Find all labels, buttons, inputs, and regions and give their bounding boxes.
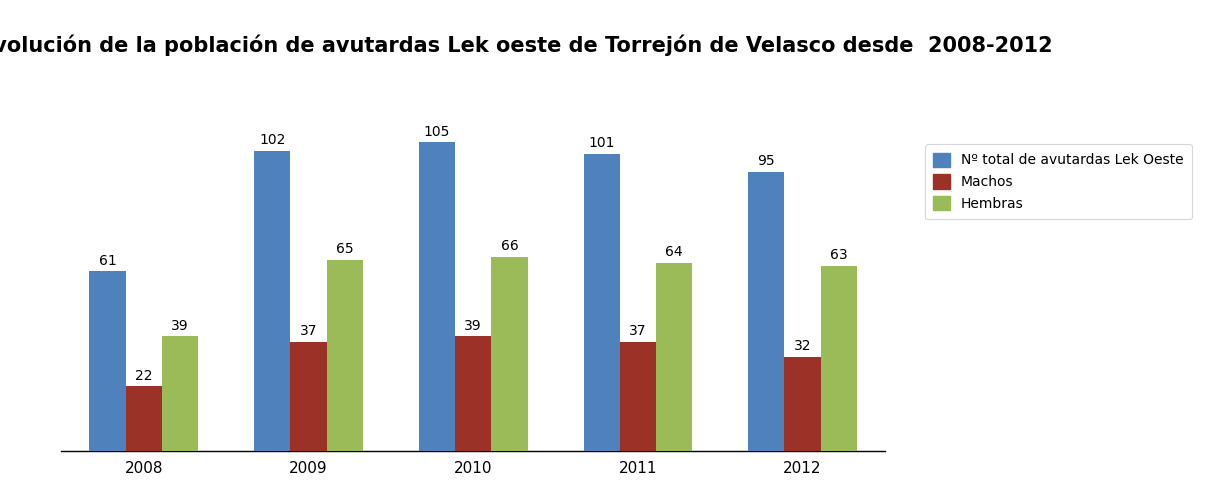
Text: 37: 37: [300, 324, 317, 339]
Bar: [162, 336, 198, 451]
Text: 65: 65: [336, 242, 354, 256]
Bar: [656, 263, 692, 451]
Bar: [784, 357, 821, 451]
Text: 22: 22: [135, 368, 152, 383]
Bar: [419, 142, 455, 451]
Text: 105: 105: [424, 124, 450, 139]
Bar: [619, 342, 656, 451]
Text: 102: 102: [259, 133, 285, 147]
Text: 101: 101: [589, 136, 614, 150]
Bar: [748, 172, 784, 451]
Text: 64: 64: [665, 245, 683, 259]
Text: 61: 61: [98, 254, 117, 268]
Text: 39: 39: [465, 318, 482, 333]
Bar: [492, 257, 527, 451]
Bar: [327, 260, 363, 451]
Bar: [455, 336, 492, 451]
Text: 95: 95: [757, 154, 775, 168]
Bar: [821, 266, 857, 451]
Bar: [90, 271, 125, 451]
Bar: [125, 386, 162, 451]
Legend: Nº total de avutardas Lek Oeste, Machos, Hembras: Nº total de avutardas Lek Oeste, Machos,…: [924, 145, 1192, 220]
Bar: [254, 151, 290, 451]
Text: Evolución de la población de avutardas Lek oeste de Torrejón de Velasco desde  2: Evolución de la población de avutardas L…: [0, 34, 1053, 56]
Text: 32: 32: [794, 339, 811, 353]
Text: 39: 39: [171, 318, 189, 333]
Text: 37: 37: [629, 324, 646, 339]
Bar: [584, 154, 619, 451]
Text: 63: 63: [830, 248, 848, 262]
Bar: [290, 342, 327, 451]
Text: 66: 66: [500, 239, 519, 253]
